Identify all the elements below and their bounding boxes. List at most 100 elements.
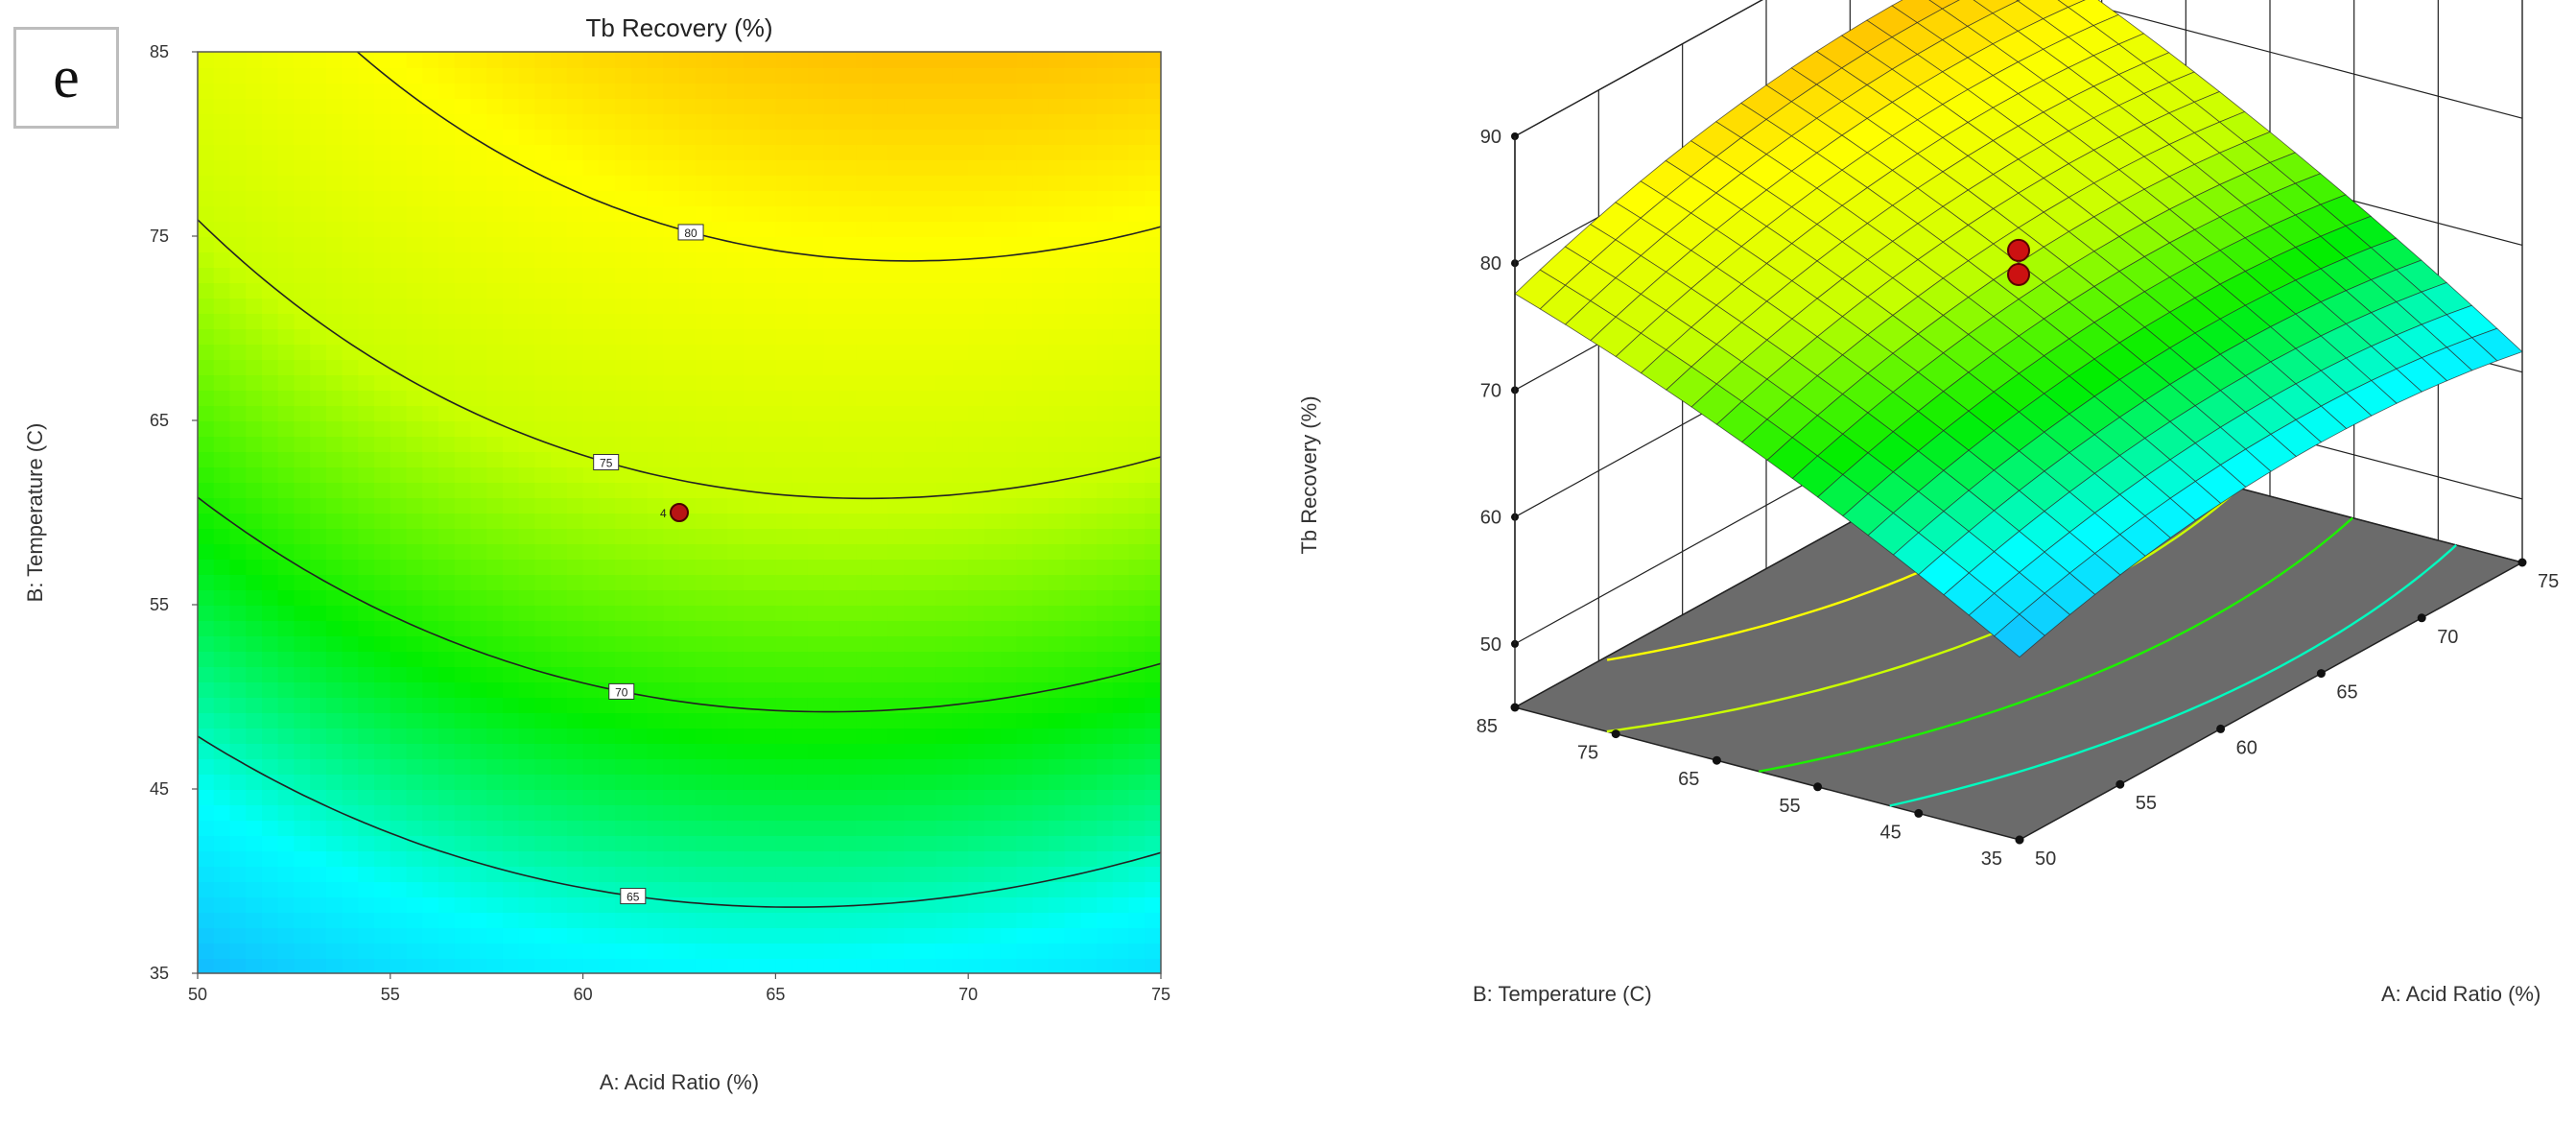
heatmap-cell — [615, 313, 632, 329]
heatmap-cell — [887, 927, 906, 944]
heatmap-cell — [310, 236, 327, 252]
heatmap-cell — [856, 651, 873, 667]
a-tick-label: 60 — [2236, 737, 2257, 758]
heatmap-cell — [856, 359, 873, 375]
heatmap-cell — [647, 866, 665, 882]
heatmap-cell — [679, 52, 697, 68]
heatmap-cell — [213, 98, 231, 114]
heatmap-cell — [470, 651, 488, 667]
heatmap-cell — [502, 850, 520, 867]
heatmap-cell — [935, 221, 954, 237]
heatmap-cell — [920, 543, 937, 560]
heatmap-cell — [1145, 267, 1161, 283]
heatmap-cell — [615, 129, 632, 145]
heatmap-cell — [1000, 221, 1018, 237]
heatmap-cell — [1112, 651, 1130, 667]
heatmap-cell — [518, 651, 536, 667]
heatmap-cell — [358, 743, 376, 759]
heatmap-cell — [1032, 513, 1050, 529]
heatmap-cell — [823, 52, 841, 68]
heatmap-cell — [1080, 221, 1099, 237]
heatmap-cell — [1097, 543, 1114, 560]
heatmap-cell — [294, 144, 312, 160]
heatmap-cell — [839, 98, 858, 114]
heatmap-cell — [968, 789, 985, 805]
heatmap-cell — [310, 344, 327, 360]
heatmap-cell — [454, 451, 472, 467]
heatmap-cell — [647, 175, 665, 191]
contour-line-75 — [198, 219, 1161, 500]
heatmap-cell — [246, 513, 263, 529]
heatmap-cell — [743, 651, 761, 667]
heatmap-cell — [1128, 282, 1146, 299]
heatmap-cell — [518, 712, 536, 729]
heatmap-cell — [246, 728, 263, 744]
heatmap-cell — [920, 850, 937, 867]
heatmap-cell — [727, 866, 744, 882]
heatmap-cell — [518, 743, 536, 759]
heatmap-cell — [792, 236, 809, 252]
heatmap-cell — [582, 282, 601, 299]
heatmap-cell — [486, 866, 504, 882]
heatmap-cell — [599, 267, 617, 283]
heatmap-cell — [952, 850, 970, 867]
heatmap-cell — [551, 267, 568, 283]
heatmap-cell — [839, 681, 858, 698]
heatmap-cell — [406, 912, 424, 928]
heatmap-cell — [904, 789, 921, 805]
heatmap-cell — [920, 313, 937, 329]
heatmap-cell — [246, 344, 263, 360]
contour-y-axis-label: B: Temperature (C) — [23, 423, 47, 603]
heatmap-cell — [807, 513, 825, 529]
heatmap-cell — [647, 559, 665, 575]
heatmap-cell — [470, 420, 488, 437]
heatmap-cell — [920, 359, 937, 375]
heatmap-cell — [775, 681, 793, 698]
heatmap-cell — [229, 497, 248, 514]
heatmap-cell — [727, 374, 744, 391]
heatmap-cell — [727, 190, 744, 206]
heatmap-cell — [277, 159, 295, 176]
heatmap-cell — [968, 866, 985, 882]
heatmap-cell — [695, 958, 713, 973]
heatmap-cell — [679, 559, 697, 575]
heatmap-cell — [887, 390, 906, 406]
heatmap-cell — [695, 528, 713, 544]
heatmap-cell — [904, 405, 921, 421]
heatmap-cell — [759, 251, 777, 268]
heatmap-cell — [566, 374, 584, 391]
heatmap-cell — [792, 251, 809, 268]
heatmap-cell — [1112, 344, 1130, 360]
heatmap-cell — [325, 159, 343, 176]
heatmap-cell — [198, 681, 215, 698]
heatmap-cell — [261, 513, 279, 529]
heatmap-cell — [807, 666, 825, 682]
heatmap-cell — [1145, 190, 1161, 206]
heatmap-cell — [630, 52, 649, 68]
heatmap-cell — [1016, 236, 1034, 252]
heatmap-cell — [823, 835, 841, 851]
heatmap-cell — [502, 712, 520, 729]
heatmap-cell — [792, 666, 809, 682]
heatmap-cell — [1112, 67, 1130, 84]
heatmap-cell — [325, 282, 343, 299]
heatmap-cell — [534, 298, 553, 314]
heatmap-cell — [983, 850, 1002, 867]
heatmap-cell — [213, 712, 231, 729]
heatmap-cell — [518, 774, 536, 790]
heatmap-cell — [1000, 528, 1018, 544]
heatmap-cell — [647, 328, 665, 345]
heatmap-cell — [759, 605, 777, 621]
heatmap-cell — [213, 129, 231, 145]
heatmap-cell — [647, 83, 665, 99]
heatmap-cell — [983, 52, 1002, 68]
heatmap-cell — [229, 712, 248, 729]
heatmap-cell — [246, 866, 263, 882]
heatmap-cell — [679, 390, 697, 406]
heatmap-cell — [711, 221, 729, 237]
heatmap-cell — [904, 866, 921, 882]
heatmap-cell — [486, 52, 504, 68]
heatmap-cell — [871, 943, 889, 959]
heatmap-cell — [968, 528, 985, 544]
heatmap-cell — [325, 359, 343, 375]
